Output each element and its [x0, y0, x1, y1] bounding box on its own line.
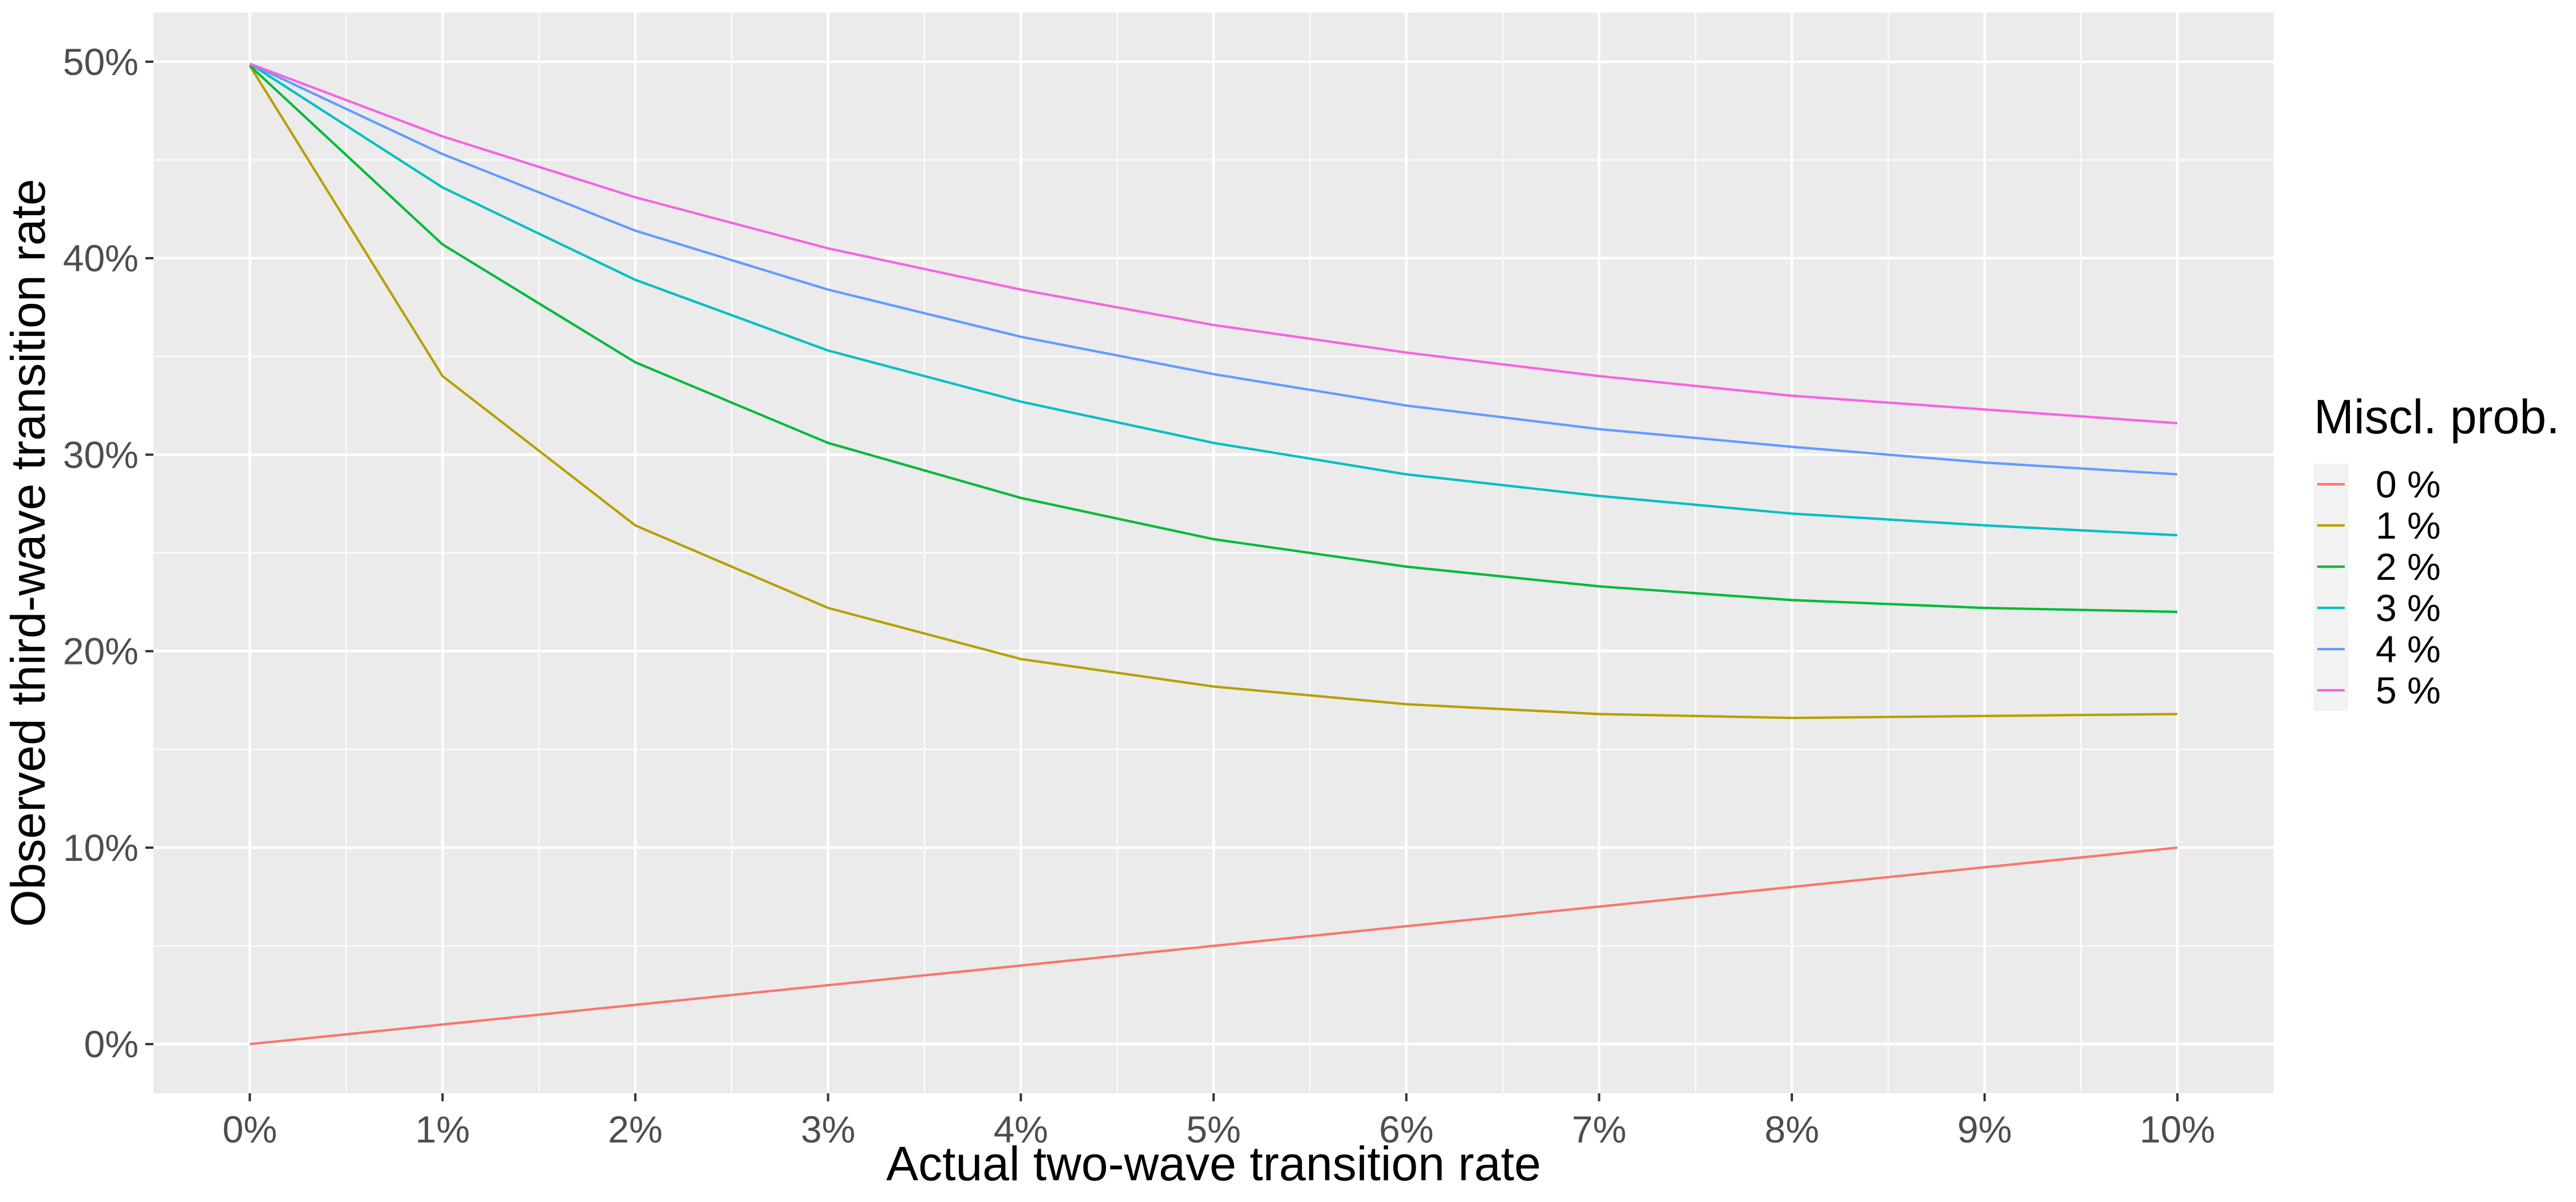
x-axis-title: Actual two-wave transition rate	[886, 1137, 1541, 1191]
series-line-1	[248, 65, 2178, 719]
y-tick-label: 10%	[63, 827, 139, 869]
x-tick-label: 2%	[608, 1108, 662, 1150]
x-tick-label: 4%	[994, 1108, 1048, 1150]
series-line-0	[250, 846, 2178, 1046]
y-tick-label: 40%	[63, 237, 139, 279]
legend-label: 1 %	[2376, 504, 2441, 547]
legend-label: 3 %	[2376, 587, 2441, 629]
y-tick-label: 0%	[84, 1023, 139, 1065]
x-tick-label: 9%	[1957, 1108, 2012, 1150]
legend-label: 5 %	[2376, 669, 2441, 711]
series-line-4	[249, 62, 2178, 476]
x-tick-label: 5%	[1186, 1108, 1240, 1150]
x-tick-label: 10%	[2140, 1108, 2215, 1150]
plot-panel	[153, 13, 2274, 1093]
y-tick-label: 50%	[63, 41, 139, 83]
x-tick-label: 6%	[1379, 1108, 1433, 1150]
series-line-3	[249, 62, 2178, 537]
y-tick-label: 30%	[63, 433, 139, 476]
legend: Miscl. prob. 0 %1 %2 %3 %4 %5 %	[2314, 390, 2559, 711]
x-tick-label: 1%	[415, 1108, 469, 1150]
legend-label: 2 %	[2376, 545, 2441, 588]
axes: 0% 10% 20% 30% 40% 50% 0% 1% 2% 3% 4% 5% 6% 7% 8% 9% 10%	[63, 41, 2215, 1150]
legend-label: 4 %	[2376, 628, 2441, 670]
y-tick-label: 20%	[63, 630, 139, 673]
legend-title: Miscl. prob.	[2314, 390, 2559, 444]
y-axis-title: Observed third-wave transition rate	[1, 179, 55, 927]
legend-label: 0 %	[2376, 463, 2441, 505]
x-tick-label: 7%	[1572, 1108, 1626, 1150]
x-tick-label: 3%	[801, 1108, 855, 1150]
series-line-2	[248, 65, 2178, 614]
series-lines	[248, 62, 2178, 1046]
x-tick-label: 0%	[223, 1108, 277, 1150]
series-line-5	[249, 62, 2178, 425]
x-tick-label: 8%	[1764, 1108, 1819, 1150]
